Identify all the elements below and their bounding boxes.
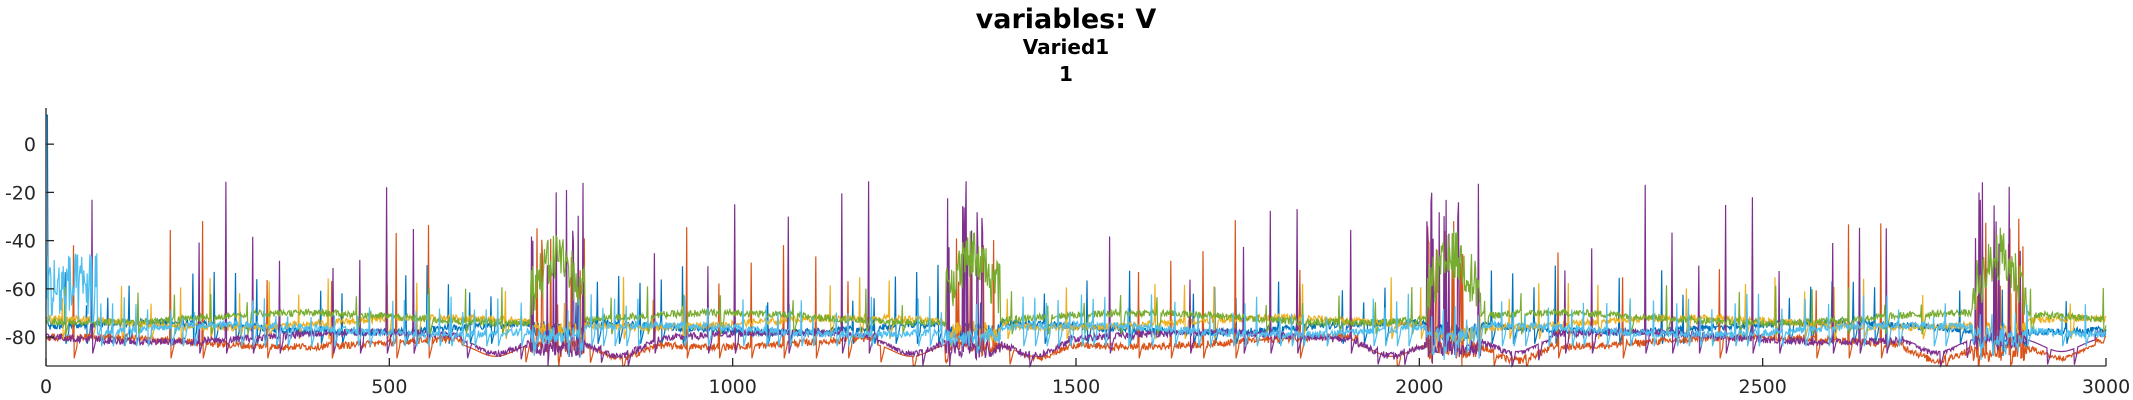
y-tick-label: 0	[24, 134, 36, 156]
plot-area: 0 500 1000 1500 2000 2500 3000 0 -20 -40 -60 -80	[5, 108, 2130, 398]
x-tick-label: 2000	[1395, 376, 1443, 398]
series-line-4	[45, 181, 2107, 369]
y-tick-label: -40	[5, 231, 36, 253]
series-layer	[45, 114, 2107, 369]
x-tick-label: 500	[371, 376, 407, 398]
y-tick-label: -20	[5, 182, 36, 204]
x-tick-label: 3000	[2082, 376, 2130, 398]
x-tick-label: 1500	[1052, 376, 1100, 398]
x-tick-label: 2500	[1738, 376, 1786, 398]
series-line-1	[46, 114, 2107, 357]
axes-layer: 0 500 1000 1500 2000 2500 3000 0 -20 -40 -60 -80	[5, 108, 2130, 398]
y-tick-label: -80	[5, 327, 36, 349]
x-tick-label: 1000	[708, 376, 756, 398]
series-line-6	[45, 253, 2106, 361]
chart-subtitle-2: 1	[1059, 62, 1073, 86]
chart-subtitle: Varied1	[1023, 35, 1109, 59]
series-line-5	[45, 227, 2107, 335]
x-tick-label: 0	[40, 376, 52, 398]
chart-title: variables: V	[976, 4, 1157, 35]
y-tick-label: -60	[5, 279, 36, 301]
series-line-2	[45, 218, 2107, 367]
